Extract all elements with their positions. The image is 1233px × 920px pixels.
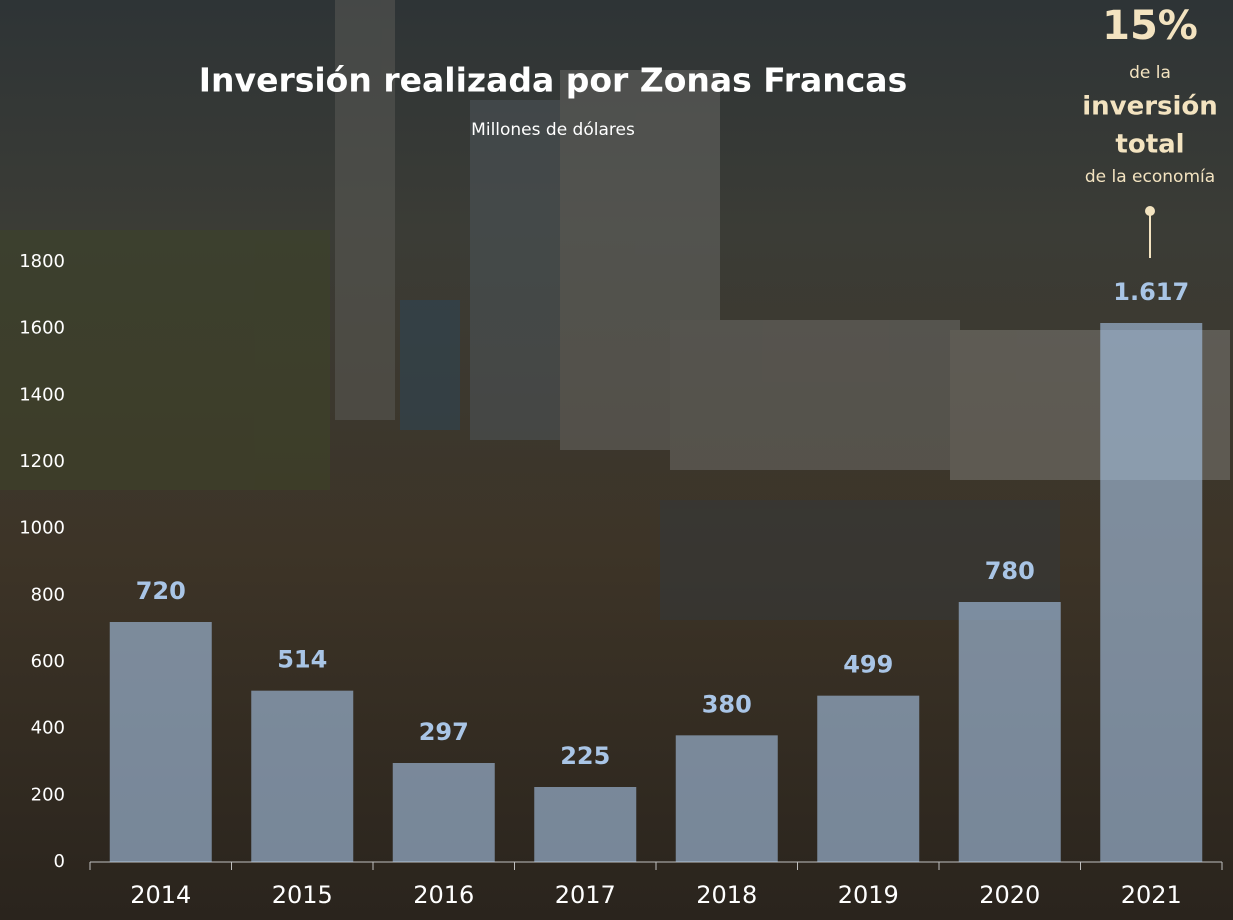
y-tick-label: 200: [31, 784, 65, 805]
bar: [675, 735, 778, 862]
y-tick-label: 1800: [19, 251, 65, 272]
y-tick-label: 0: [54, 851, 65, 872]
y-tick-label: 1600: [19, 318, 65, 339]
y-tick-label: 1200: [19, 451, 65, 472]
value-label: 720: [136, 577, 186, 605]
chart-subtitle: Millones de dólares: [471, 120, 635, 140]
value-label: 514: [277, 646, 327, 674]
value-label: 499: [843, 651, 893, 679]
value-label: 1.617: [1113, 278, 1189, 306]
y-tick-label: 400: [31, 718, 65, 739]
value-label: 780: [985, 557, 1035, 585]
annotation-text: de la economía: [1085, 167, 1215, 187]
x-tick-label: 2018: [696, 881, 757, 909]
x-tick-label: 2021: [1121, 881, 1182, 909]
annotation-text: inversión: [1082, 92, 1218, 122]
x-tick-label: 2019: [838, 881, 899, 909]
chart-title: Inversión realizada por Zonas Francas: [199, 61, 907, 100]
x-tick-label: 2015: [272, 881, 333, 909]
annotation-text: de la: [1129, 63, 1171, 83]
bar: [817, 695, 920, 862]
value-label: 225: [560, 742, 610, 770]
y-tick-label: 800: [31, 584, 65, 605]
annotation: 15% de la inversión total de la economía: [1082, 3, 1218, 187]
annotation-text: 15%: [1102, 3, 1198, 49]
value-label: 297: [419, 718, 469, 746]
x-tick-label: 2017: [555, 881, 616, 909]
bar: [1100, 323, 1203, 862]
value-label: 380: [702, 690, 752, 718]
x-tick-label: 2014: [130, 881, 191, 909]
y-tick-label: 600: [31, 651, 65, 672]
annotation-text: total: [1115, 130, 1184, 160]
y-tick-label: 1000: [19, 518, 65, 539]
bar: [392, 763, 495, 862]
bar: [534, 787, 637, 862]
x-tick-label: 2020: [979, 881, 1040, 909]
bar: [958, 602, 1061, 862]
y-tick-label: 1400: [19, 384, 65, 405]
bar: [109, 622, 212, 862]
bar: [251, 690, 354, 862]
background-photo: [0, 0, 1230, 620]
x-tick-label: 2016: [413, 881, 474, 909]
